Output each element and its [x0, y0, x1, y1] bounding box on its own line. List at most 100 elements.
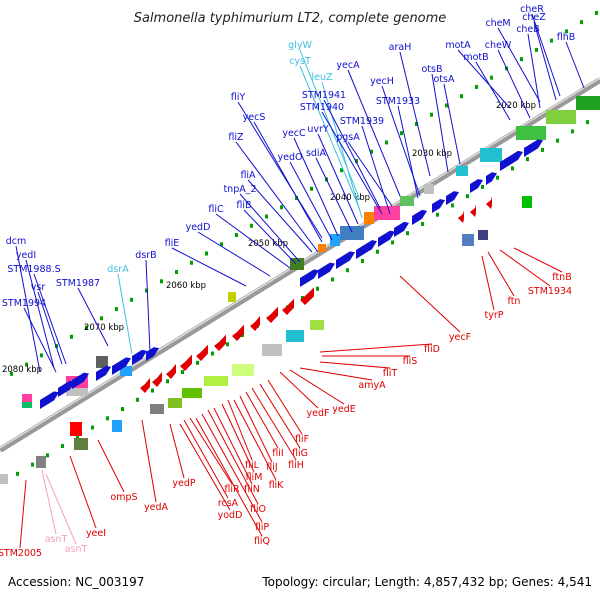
forward-gene-arrow — [432, 199, 445, 213]
forward-label-leader — [235, 141, 319, 253]
track-dot — [595, 10, 598, 15]
track-dot — [511, 166, 514, 171]
reverse-gene-arrow — [214, 334, 226, 351]
reverse-label-leader — [179, 423, 231, 511]
forward-gene-label: araH — [389, 42, 412, 53]
feature-block — [318, 244, 326, 252]
forward-label-leader — [197, 231, 271, 277]
track-dot — [220, 242, 223, 247]
reverse-label-leader — [97, 439, 125, 493]
forward-label-leader — [23, 307, 57, 373]
track-dot — [226, 342, 229, 347]
reverse-gene-arrow — [486, 196, 492, 209]
track-dot — [556, 138, 559, 143]
reverse-label-leader — [487, 251, 515, 297]
forward-gene-arrow — [486, 172, 497, 185]
kbp-tick-label: 2050 kbp — [248, 239, 288, 249]
reverse-gene-label: fliG — [292, 448, 308, 459]
forward-gene-label: otsA — [434, 74, 455, 85]
feature-block — [424, 184, 434, 194]
track-dot — [421, 221, 424, 226]
kbp-ticks: 2020 kbp 2030 kbp 2040 kbp 2050 kbp 2060 kbp… — [2, 101, 536, 375]
reverse-label-leader — [233, 399, 277, 481]
forward-label-leader — [77, 287, 109, 347]
track-dot — [316, 286, 319, 291]
track-dot — [370, 149, 373, 154]
feature-block — [516, 126, 546, 140]
reverse-label-leader — [19, 479, 27, 549]
forward-label-leader — [457, 49, 511, 109]
reverse-label-leader — [251, 387, 297, 461]
forward-gene-arrow — [394, 221, 409, 237]
reverse-label-leader — [289, 369, 345, 405]
forward-gene-label: STM1933 — [376, 96, 420, 107]
forward-gene-arrow — [40, 391, 59, 409]
track-dot — [85, 325, 88, 330]
track-dot — [250, 223, 253, 228]
reverse-gene-label: yecF — [449, 332, 471, 343]
forward-label-leader — [321, 111, 383, 215]
track-dot — [190, 260, 193, 265]
track-dot — [211, 351, 214, 356]
forward-gene-label: cheZ — [522, 12, 546, 23]
feature-block — [462, 234, 474, 246]
forward-label-leader — [443, 83, 461, 165]
feature-block — [74, 438, 88, 450]
feature-block — [182, 388, 202, 398]
genome-summary-text: Topology: circular; Length: 4,857,432 bp… — [261, 575, 592, 589]
forward-gene-arrow — [318, 262, 335, 279]
feature-block — [66, 388, 88, 396]
track-dot — [31, 462, 34, 467]
forward-gene-label: uvrY — [307, 124, 329, 135]
forward-gene-arrow — [412, 209, 427, 225]
kbp-tick-label: 2060 kbp — [166, 281, 206, 291]
reverse-label-leader — [189, 417, 233, 485]
forward-label-leader — [533, 21, 557, 101]
feature-block — [36, 456, 46, 468]
forward-gene-label: tnpA_2 — [223, 184, 256, 195]
reverse-gene-label: tyrP — [485, 310, 504, 321]
track-dot — [496, 175, 499, 180]
track-dot — [115, 307, 118, 312]
track-dot — [481, 184, 484, 189]
reverse-gene-label: fliM — [246, 472, 263, 483]
reverse-gene-label: fliD — [424, 344, 440, 355]
reverse-gene-label: fliO — [250, 504, 266, 515]
reverse-gene-label: STM1934 — [528, 286, 572, 297]
reverse-gene-label: yodD — [218, 510, 243, 521]
reverse-gene-label: asnT — [65, 544, 88, 555]
forward-gene-label: vsr — [31, 282, 46, 293]
reverse-label-leader — [41, 469, 57, 535]
forward-gene-label: motB — [463, 52, 488, 63]
reverse-label-leader — [481, 255, 495, 311]
track-dot — [25, 362, 28, 367]
forward-gene-label: cheM — [485, 18, 510, 29]
feature-block — [374, 206, 400, 220]
kbp-tick-label: 2040 kbp — [330, 193, 370, 203]
forward-gene-label: dsrA — [107, 264, 129, 275]
track-dots — [10, 10, 598, 476]
track-dot — [415, 121, 418, 126]
reverse-genes — [140, 196, 492, 393]
feature-block — [364, 212, 374, 224]
track-dot — [436, 212, 439, 217]
track-dot — [91, 425, 94, 430]
feature-block — [456, 166, 468, 176]
reverse-label-leader — [279, 371, 319, 409]
forward-gene-label: yedD — [186, 222, 211, 233]
track-dot — [235, 233, 238, 238]
kbp-tick-label: 2020 kbp — [496, 101, 536, 111]
forward-label-leader — [317, 133, 359, 225]
track-dot — [385, 140, 388, 145]
reverse-gene-label: fliR — [224, 484, 240, 495]
forward-gene-label: dcm — [6, 236, 27, 247]
forward-gene-label: STM1988.S — [7, 264, 60, 275]
reverse-gene-label: fliH — [288, 460, 304, 471]
feature-blocks — [0, 96, 600, 484]
forward-label-leader — [25, 259, 55, 369]
forward-label-leader — [323, 99, 381, 209]
feature-block — [576, 96, 600, 110]
reverse-gene-arrow — [140, 377, 150, 393]
feature-block — [70, 422, 82, 436]
reverse-label-leader — [319, 361, 391, 369]
